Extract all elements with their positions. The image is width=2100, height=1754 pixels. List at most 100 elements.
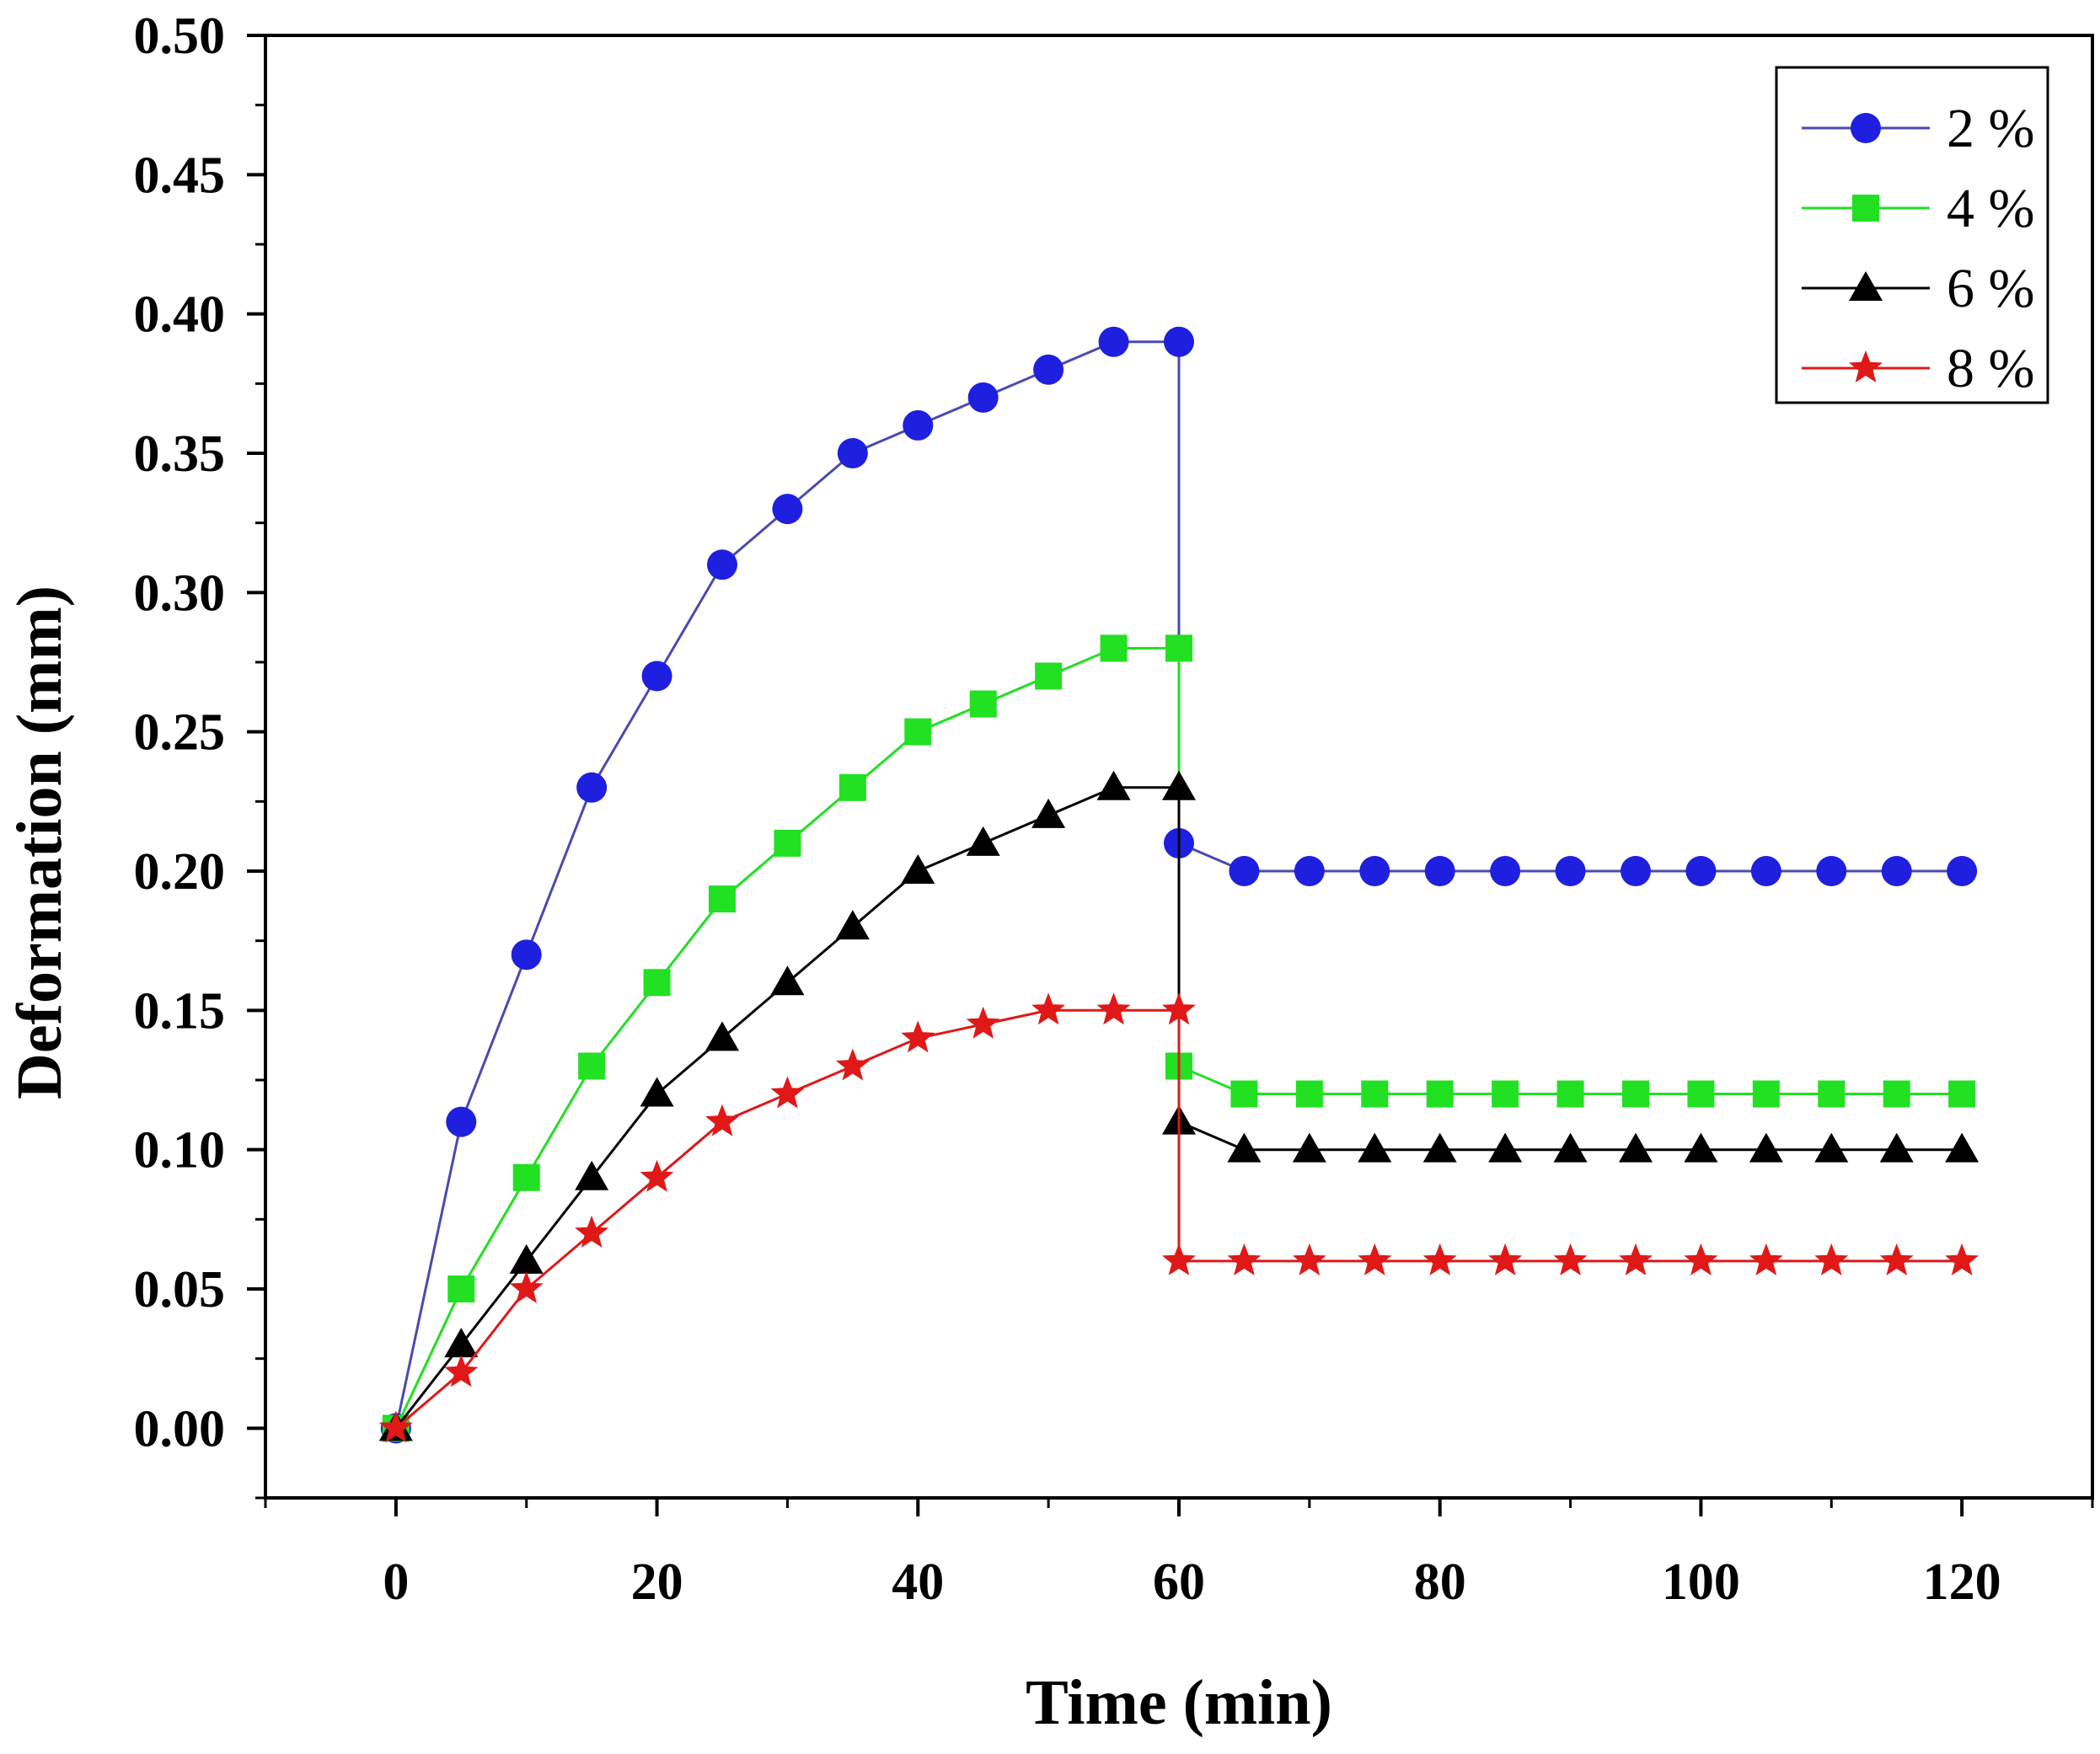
data-point	[1100, 634, 1128, 662]
data-point	[1814, 1243, 1849, 1275]
data-point	[575, 1160, 609, 1190]
legend-marker	[1852, 195, 1879, 222]
data-point	[1553, 1132, 1588, 1163]
x-tick-label-40: 40	[892, 1553, 944, 1611]
data-point	[511, 939, 542, 971]
data-point	[1749, 1243, 1783, 1275]
data-point	[512, 1163, 540, 1191]
data-point	[967, 382, 999, 413]
data-point	[707, 549, 737, 580]
data-point	[576, 772, 608, 803]
data-point	[1031, 798, 1066, 828]
data-point	[1490, 856, 1521, 886]
data-point	[705, 1021, 739, 1051]
data-point	[966, 1006, 1000, 1039]
data-point	[837, 438, 868, 468]
data-point	[1229, 856, 1260, 886]
data-point	[1750, 856, 1781, 886]
data-point	[1948, 1080, 1976, 1108]
data-point	[904, 718, 932, 746]
data-point	[1098, 326, 1129, 357]
data-point	[1096, 992, 1131, 1025]
data-point	[1426, 1080, 1454, 1108]
data-point	[444, 1328, 479, 1358]
axis-ticks: 0 20 40 60 80 100 120 0.00 0.05 0.10 0.15 0.20 0.25 0…	[134, 8, 2094, 1611]
data-point	[1492, 1080, 1519, 1108]
data-point	[641, 660, 672, 692]
data-point	[901, 1020, 935, 1053]
series-4	[378, 992, 1979, 1443]
data-point	[1947, 856, 1978, 886]
data-point	[1814, 1132, 1849, 1163]
data-point	[446, 1106, 477, 1137]
series-line	[394, 786, 1963, 1430]
data-point	[1358, 1132, 1392, 1163]
y-tick-label-5: 0.25	[134, 704, 226, 762]
data-point	[1749, 1132, 1783, 1163]
data-point	[1687, 1080, 1715, 1108]
data-point	[903, 409, 934, 441]
data-point	[1881, 856, 1912, 886]
data-point	[1361, 1080, 1389, 1108]
y-tick-label-0: 0.00	[134, 1400, 226, 1457]
y-tick-label-3: 0.15	[134, 982, 226, 1040]
data-point	[1622, 1080, 1649, 1108]
data-point	[901, 854, 935, 884]
legend: 2 % 4 % 6 % 8 %	[1775, 66, 2049, 404]
legend-item-2: 4 %	[1802, 178, 2034, 239]
data-point	[575, 1215, 609, 1248]
data-point	[643, 969, 671, 997]
data-point	[1684, 1132, 1718, 1163]
data-point	[1230, 1080, 1258, 1108]
data-point	[509, 1243, 544, 1274]
x-tick-label-80: 80	[1414, 1553, 1466, 1611]
data-point	[1818, 1080, 1846, 1108]
data-point	[1619, 1132, 1653, 1163]
data-point	[1295, 1080, 1323, 1108]
data-point	[578, 1052, 606, 1080]
data-point	[1096, 770, 1131, 800]
data-point	[1033, 354, 1064, 385]
data-point	[1816, 856, 1847, 886]
data-point	[1883, 1080, 1910, 1108]
data-point	[770, 1076, 805, 1109]
data-point	[835, 910, 870, 940]
data-point	[770, 965, 805, 996]
data-point	[1292, 1132, 1326, 1163]
legend-label: 6 %	[1947, 258, 2034, 319]
legend-item-3: 6 %	[1802, 258, 2034, 319]
data-point	[835, 1048, 870, 1081]
legend-label: 8 %	[1947, 338, 2034, 399]
data-point	[509, 1271, 544, 1303]
data-point	[774, 829, 801, 857]
y-tick-label-9: 0.45	[134, 147, 226, 204]
x-tick-label-0: 0	[383, 1553, 409, 1611]
legend-box	[1775, 66, 2049, 404]
data-point	[838, 773, 866, 801]
data-point	[1422, 1132, 1457, 1163]
data-point	[1422, 1243, 1457, 1275]
x-tick-label-120: 120	[1923, 1553, 2001, 1611]
data-point	[1555, 856, 1586, 886]
data-point	[1162, 992, 1196, 1025]
data-point	[1035, 662, 1063, 690]
y-tick-label-10: 0.50	[134, 8, 226, 65]
x-axis-title: Time (min)	[1026, 1667, 1332, 1738]
series-line	[394, 1008, 1963, 1430]
data-point	[1685, 856, 1717, 886]
data-point	[447, 1275, 475, 1302]
data-point	[1684, 1243, 1718, 1275]
data-point	[709, 885, 736, 913]
y-tick-label-6: 0.30	[134, 564, 226, 622]
data-point	[1294, 856, 1325, 886]
data-point	[1879, 1132, 1914, 1163]
legend-label: 4 %	[1947, 178, 2034, 239]
legend-item-4: 8 %	[1802, 338, 2034, 399]
data-point	[1227, 1243, 1262, 1275]
y-tick-label-7: 0.35	[134, 425, 226, 483]
data-point	[705, 1104, 739, 1136]
x-tick-label-20: 20	[631, 1553, 683, 1611]
y-tick-label-4: 0.20	[134, 843, 226, 901]
legend-item-1: 2 %	[1802, 98, 2034, 159]
data-point	[1162, 770, 1196, 800]
